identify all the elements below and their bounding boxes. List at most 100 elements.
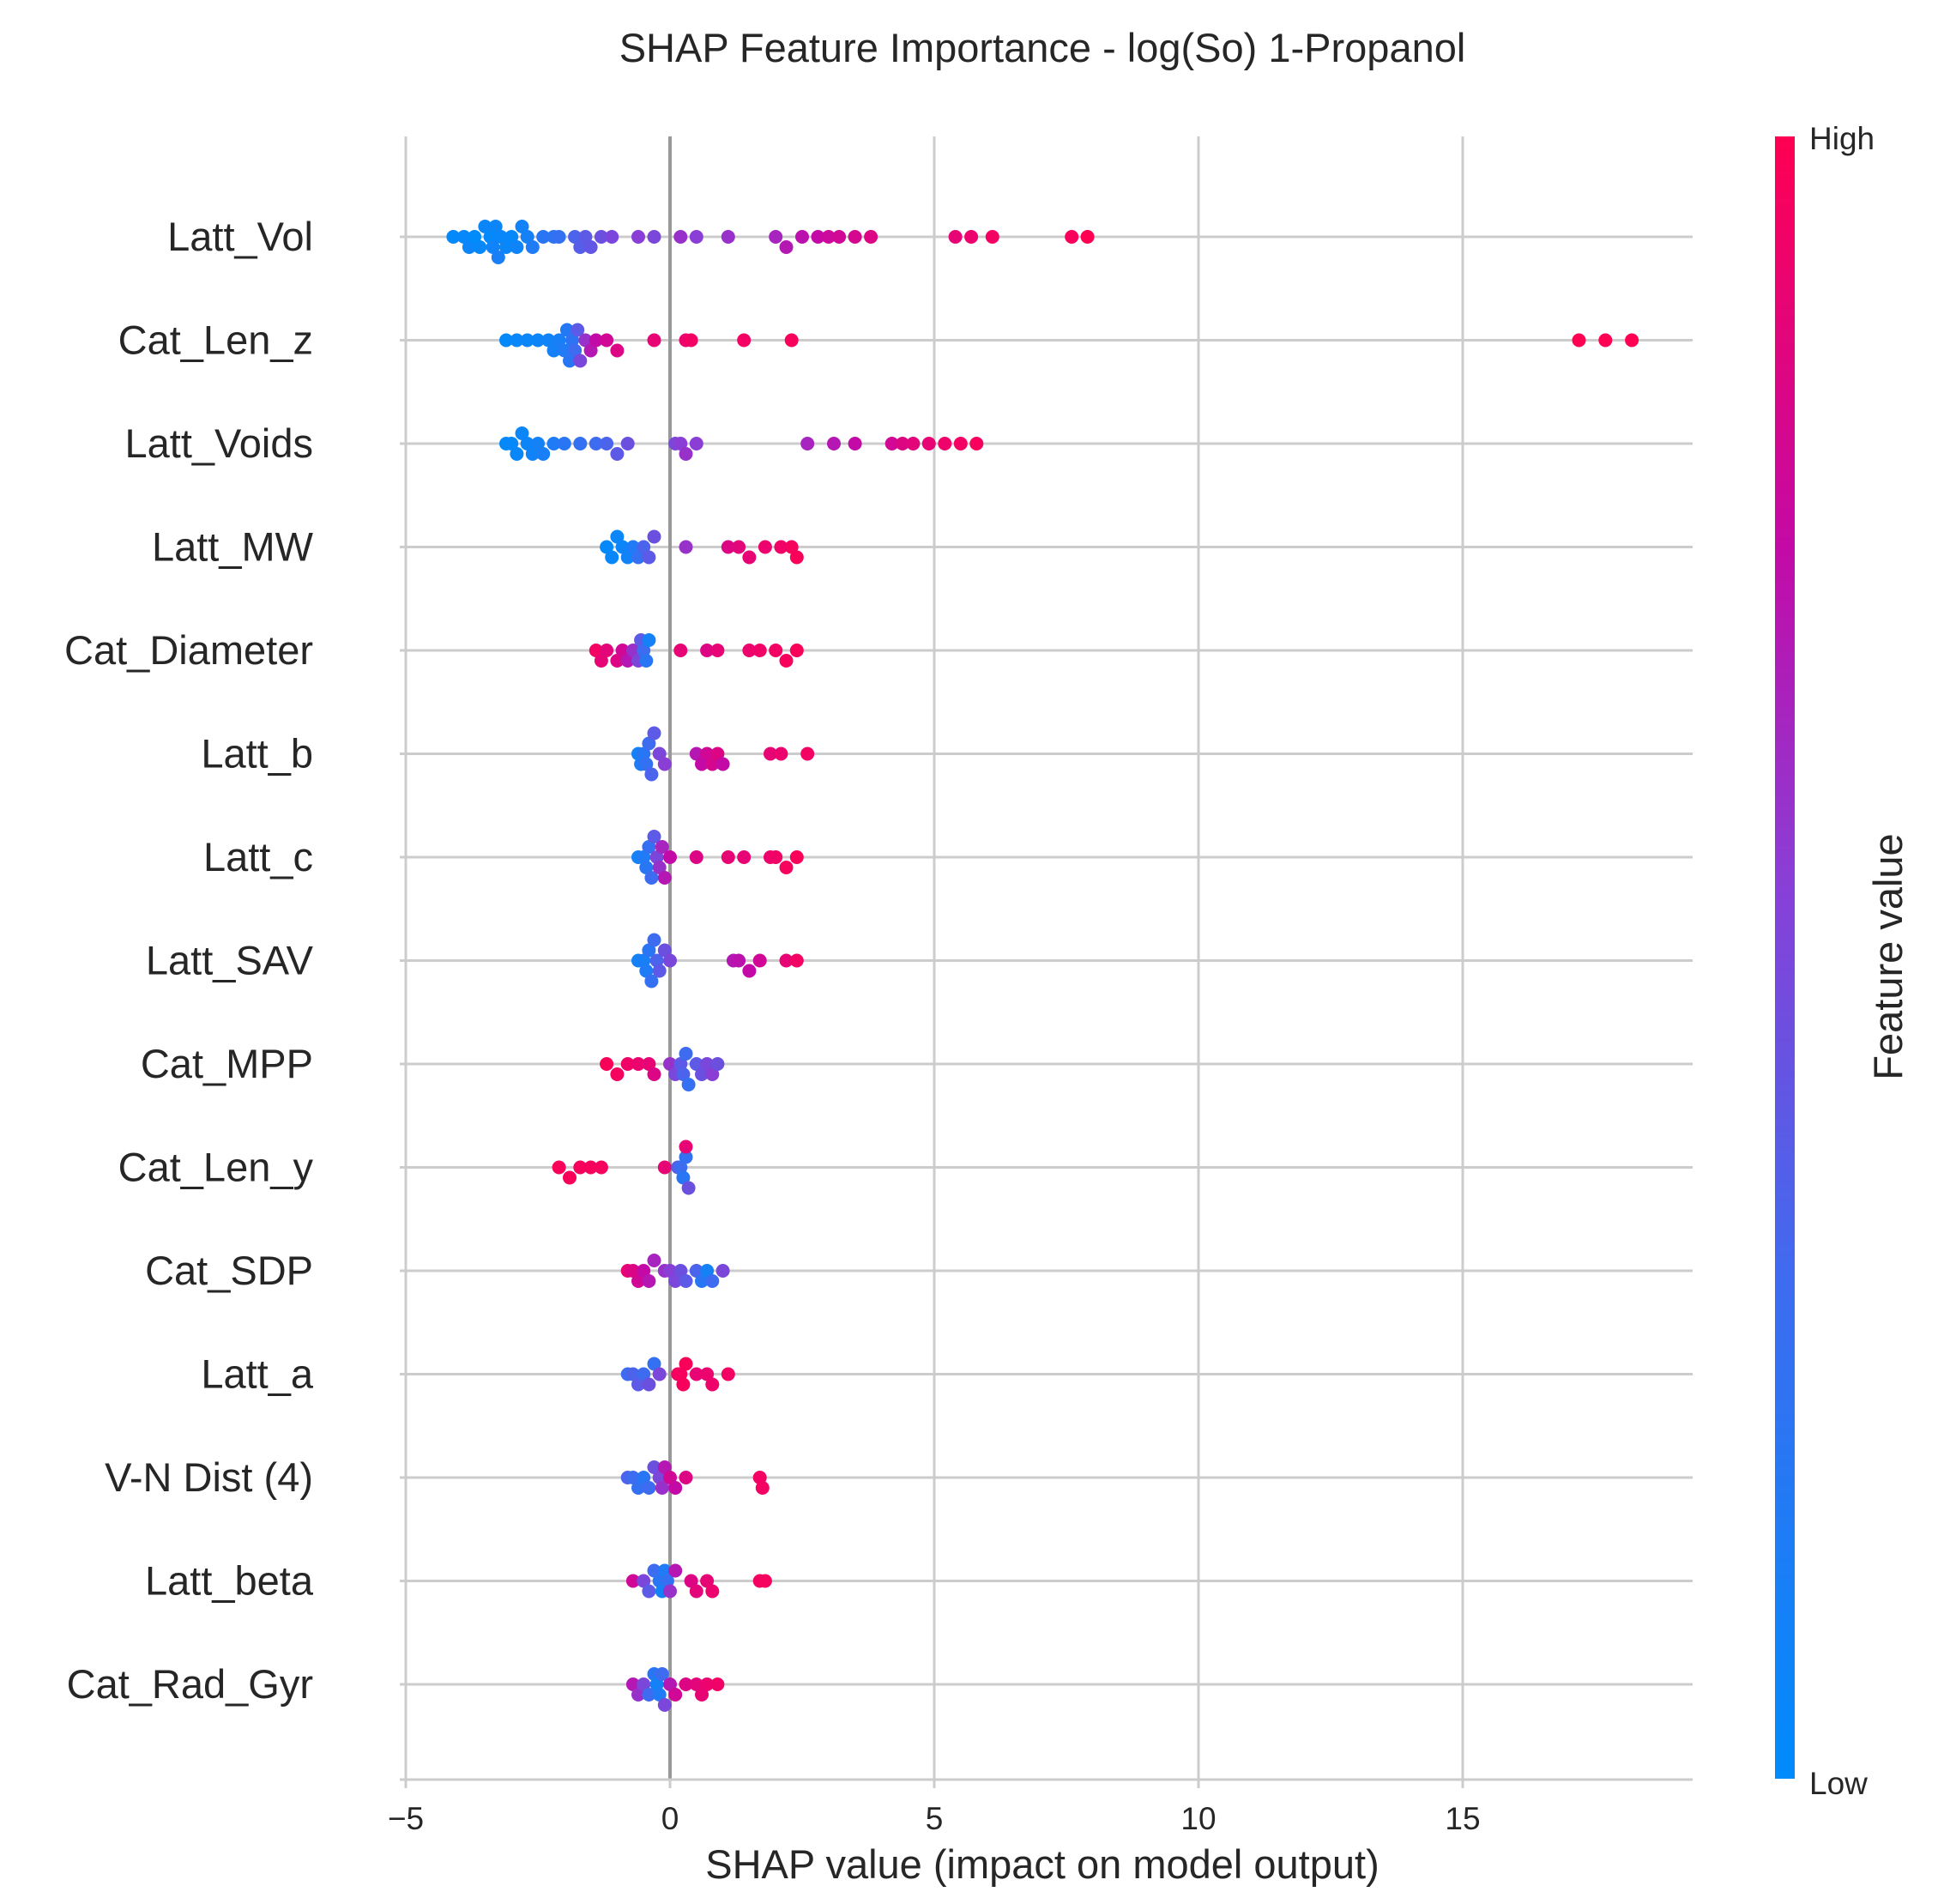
- shap-point: [752, 1471, 767, 1484]
- shap-point: [784, 333, 799, 348]
- shap-point: [848, 437, 862, 450]
- shap-point: [921, 437, 936, 450]
- shap-point: [700, 1264, 715, 1278]
- feature-label: Latt_SAV: [146, 938, 314, 983]
- x-tick-label: 10: [1180, 1801, 1216, 1836]
- shap-point: [594, 654, 608, 668]
- shap-point: [625, 540, 640, 554]
- shap-point: [631, 1274, 645, 1288]
- shap-point: [668, 1688, 683, 1702]
- shap-point: [800, 437, 815, 450]
- shap-point: [620, 437, 635, 450]
- shap-point: [631, 1481, 645, 1495]
- shap-point: [620, 1057, 635, 1071]
- feature-label: Latt_Vol: [167, 214, 313, 259]
- shap-point: [639, 654, 654, 668]
- shap-point: [605, 550, 619, 565]
- shap-point: [642, 550, 656, 565]
- feature-label: Cat_Len_y: [118, 1145, 314, 1190]
- shap-point: [721, 540, 735, 554]
- shap-point: [504, 230, 519, 244]
- shap-point: [755, 1481, 770, 1495]
- shap-point: [647, 1563, 661, 1578]
- shap-point: [721, 230, 735, 244]
- shap-point: [710, 1057, 725, 1071]
- shap-point: [679, 1677, 693, 1691]
- shap-point: [639, 757, 654, 771]
- shap-point: [647, 726, 661, 740]
- shap-point: [647, 529, 661, 544]
- shap-point: [673, 1367, 688, 1381]
- shap-point: [647, 333, 661, 348]
- shap-point: [789, 644, 804, 657]
- shap-point: [681, 1181, 696, 1195]
- shap-point: [715, 1264, 730, 1278]
- shap-point: [884, 437, 899, 450]
- feature-label: Latt_Voids: [124, 420, 313, 466]
- shap-point: [789, 953, 804, 968]
- shap-point: [600, 1057, 614, 1071]
- shap-point: [478, 220, 492, 233]
- shap-point: [700, 1057, 715, 1071]
- shap-point: [546, 343, 561, 358]
- shap-point: [647, 830, 661, 843]
- shap-point: [557, 437, 571, 450]
- shap-point: [811, 230, 825, 244]
- shap-point: [610, 343, 625, 358]
- shap-point: [732, 953, 746, 968]
- shap-point: [615, 644, 630, 657]
- shap-point: [637, 850, 651, 864]
- shap-point: [637, 1574, 651, 1588]
- x-tick-label: 0: [661, 1801, 679, 1836]
- shap-point: [789, 550, 804, 565]
- shap-point: [510, 240, 524, 254]
- shap-point: [742, 964, 757, 978]
- feature-label: Cat_MPP: [141, 1041, 313, 1086]
- shap-point: [795, 230, 809, 244]
- shap-point: [673, 1264, 688, 1278]
- shap-point: [573, 354, 588, 368]
- shap-point: [610, 1067, 625, 1081]
- colorbar-low-label: Low: [1809, 1766, 1868, 1801]
- shap-points: [446, 220, 1639, 1712]
- shap-point: [689, 1677, 703, 1691]
- shap-point: [700, 1677, 715, 1691]
- shap-point: [499, 333, 513, 348]
- shap-point: [647, 230, 661, 244]
- shap-point: [774, 540, 788, 554]
- shap-point: [700, 644, 715, 657]
- shap-point: [689, 230, 703, 244]
- shap-point: [578, 230, 593, 244]
- shap-point: [568, 230, 583, 244]
- shap-point: [571, 323, 585, 337]
- shap-point: [657, 1460, 672, 1474]
- shap-point: [673, 1160, 688, 1175]
- shap-point: [642, 633, 656, 647]
- shap-point: [652, 1688, 667, 1702]
- shap-point: [663, 850, 677, 864]
- shap-point: [647, 1357, 661, 1371]
- shap-point: [758, 1574, 772, 1588]
- shap-point: [642, 1688, 656, 1702]
- shap-point: [896, 437, 909, 450]
- shap-point: [695, 1688, 709, 1702]
- shap-point: [644, 974, 659, 988]
- feature-label: Latt_a: [201, 1351, 314, 1397]
- feature-label: Cat_Rad_Gyr: [67, 1661, 313, 1707]
- shap-point: [541, 333, 556, 348]
- shap-point: [684, 333, 698, 348]
- shap-point: [649, 953, 664, 968]
- shap-point: [610, 654, 625, 668]
- shap-point: [710, 644, 725, 657]
- shap-point: [689, 1367, 703, 1381]
- shap-point: [848, 230, 862, 244]
- shap-point: [600, 437, 614, 450]
- x-tick-label: 15: [1445, 1801, 1480, 1836]
- shap-point: [552, 230, 566, 244]
- shap-point: [779, 953, 794, 968]
- shap-point: [536, 230, 551, 244]
- shap-point: [668, 1563, 683, 1578]
- shap-point: [520, 333, 534, 348]
- shap-point: [649, 1677, 664, 1691]
- shap-point: [510, 447, 524, 461]
